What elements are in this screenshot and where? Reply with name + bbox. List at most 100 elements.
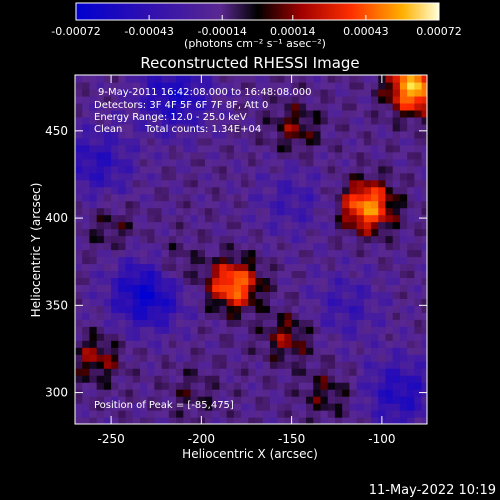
- heatmap-cell: [96, 291, 105, 299]
- heatmap-cell: [139, 102, 148, 111]
- heatmap-cell: [226, 389, 235, 397]
- heatmap-cell: [219, 116, 228, 125]
- heatmap-cell: [407, 214, 415, 223]
- heatmap-cell: [342, 207, 350, 216]
- heatmap-cell: [147, 186, 156, 195]
- heatmap-cell: [190, 312, 199, 320]
- heatmap-cell: [219, 207, 228, 216]
- heatmap-cell: [349, 221, 358, 230]
- heatmap-cell: [421, 249, 427, 258]
- heatmap-cell: [421, 193, 427, 202]
- heatmap-cell: [291, 214, 300, 223]
- heatmap-cell: [96, 88, 105, 97]
- heatmap-cell: [168, 347, 177, 355]
- heatmap-cell: [75, 368, 83, 376]
- heatmap-cell: [320, 277, 329, 285]
- heatmap-cell: [226, 305, 235, 313]
- heatmap-cell: [349, 403, 358, 411]
- heatmap-cell: [197, 179, 206, 188]
- heatmap-cell: [212, 242, 221, 251]
- colorbar-tick-label: 0.00072: [416, 25, 462, 38]
- heatmap-cell: [219, 200, 228, 209]
- heatmap-cell: [298, 172, 307, 181]
- heatmap-cell: [399, 361, 408, 369]
- heatmap-cell: [269, 102, 278, 111]
- heatmap-cell: [190, 263, 199, 272]
- heatmap-cell: [154, 81, 163, 90]
- heatmap-cell: [212, 291, 221, 299]
- heatmap-cell: [147, 368, 156, 376]
- heatmap-cell: [262, 291, 271, 299]
- heatmap-cell: [363, 305, 372, 313]
- heatmap-cell: [176, 319, 184, 327]
- heatmap-cell: [103, 102, 112, 111]
- heatmap-cell: [371, 144, 379, 153]
- heatmap-cell: [111, 410, 119, 418]
- heatmap-cell: [421, 382, 427, 390]
- heatmap-cell: [320, 263, 329, 272]
- heatmap-cell: [82, 88, 91, 97]
- heatmap-cell: [241, 193, 249, 202]
- heatmap-cell: [161, 389, 170, 397]
- heatmap-cell: [219, 109, 228, 118]
- heatmap-cells: [75, 75, 427, 424]
- heatmap-cell: [212, 151, 221, 160]
- heatmap-cell: [392, 382, 401, 390]
- heatmap-cell: [111, 88, 119, 97]
- heatmap-cell: [89, 95, 98, 104]
- heatmap-cell: [407, 95, 415, 104]
- heatmap-cell: [96, 186, 105, 195]
- heatmap-cell: [103, 109, 112, 118]
- heatmap-cell: [385, 389, 394, 397]
- heatmap-cell: [190, 305, 199, 313]
- heatmap-cell: [161, 326, 170, 334]
- heatmap-cell: [327, 389, 336, 397]
- heatmap-cell: [75, 319, 83, 327]
- heatmap-cell: [226, 81, 235, 90]
- heatmap-cell: [168, 75, 177, 83]
- heatmap-cell: [233, 235, 242, 244]
- heatmap-cell: [219, 291, 228, 299]
- heatmap-cell: [327, 130, 336, 139]
- heatmap-cell: [342, 361, 350, 369]
- heatmap-cell: [349, 396, 358, 404]
- heatmap-cell: [262, 375, 271, 383]
- heatmap-cell: [306, 207, 314, 216]
- heatmap-cell: [190, 151, 199, 160]
- heatmap-cell: [255, 123, 264, 132]
- heatmap-cell: [306, 123, 314, 132]
- heatmap-cell: [248, 263, 257, 272]
- heatmap-cell: [233, 158, 242, 167]
- heatmap-cell: [399, 249, 408, 258]
- heatmap-cell: [342, 249, 350, 258]
- heatmap-cell: [392, 130, 401, 139]
- heatmap-cell: [139, 172, 148, 181]
- heatmap-cell: [313, 214, 322, 223]
- heatmap-cell: [269, 312, 278, 320]
- heatmap-cell: [407, 249, 415, 258]
- heatmap-cell: [248, 75, 257, 83]
- heatmap-cell: [284, 123, 293, 132]
- heatmap-cell: [204, 172, 213, 181]
- heatmap-cell: [248, 109, 257, 118]
- heatmap-cell: [233, 403, 242, 411]
- heatmap-cell: [407, 396, 415, 404]
- heatmap-cell: [385, 291, 394, 299]
- heatmap-cell: [241, 186, 249, 195]
- heatmap-cell: [284, 375, 293, 383]
- heatmap-cell: [147, 200, 156, 209]
- heatmap-cell: [313, 305, 322, 313]
- heatmap-cell: [190, 179, 199, 188]
- heatmap-cell: [219, 354, 228, 362]
- heatmap-cell: [356, 242, 365, 251]
- heatmap-cell: [147, 221, 156, 230]
- colorbar: [75, 2, 440, 21]
- heatmap-cell: [277, 179, 285, 188]
- heatmap-cell: [371, 340, 379, 348]
- heatmap-cell: [154, 417, 163, 424]
- heatmap-cell: [161, 102, 170, 111]
- heatmap-cell: [421, 326, 427, 334]
- heatmap-cell: [269, 389, 278, 397]
- heatmap-cell: [147, 179, 156, 188]
- heatmap-cell: [161, 375, 170, 383]
